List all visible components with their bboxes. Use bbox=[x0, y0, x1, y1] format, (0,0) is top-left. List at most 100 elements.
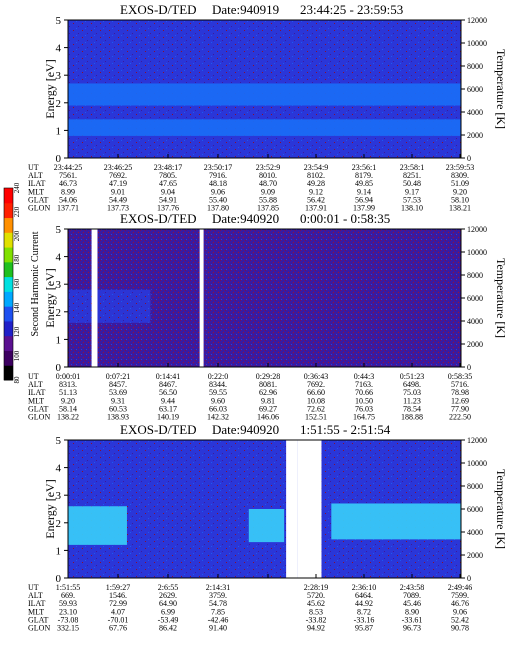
orbit-cell: 8.99 bbox=[61, 187, 75, 196]
orbit-cell: 0:29:28 bbox=[256, 372, 280, 381]
orbit-cell: 55.88 bbox=[259, 195, 277, 204]
orbit-cell: 66.03 bbox=[209, 404, 227, 413]
orbit-cell: 138.22 bbox=[57, 413, 79, 422]
orbit-cell: 6498. bbox=[403, 380, 421, 389]
orbit-cell: 10.50 bbox=[355, 396, 373, 405]
panel-time-range: 0:00:01 - 0:58:35 bbox=[300, 211, 390, 226]
orbit-cell: 137.85 bbox=[257, 204, 279, 213]
y2-tick-label: 6000 bbox=[467, 505, 483, 514]
orbit-cell: -33.82 bbox=[306, 615, 327, 624]
orbit-row-label: GLAT bbox=[28, 195, 49, 204]
orbit-cell: 0:07:21 bbox=[106, 372, 130, 381]
orbit-cell: 45.62 bbox=[307, 599, 325, 608]
orbit-row-label: MLT bbox=[28, 187, 44, 196]
orbit-cell: 152.51 bbox=[305, 413, 327, 422]
orbit-cell: 48.70 bbox=[259, 179, 277, 188]
orbit-cell: 23.10 bbox=[59, 607, 77, 616]
panel-1: EXOS-D/TED Date:940919 23:44:25 - 23:59:53… bbox=[28, 2, 505, 213]
y2-tick-label: 12000 bbox=[467, 436, 487, 445]
orbit-cell: 9.06 bbox=[453, 607, 467, 616]
orbit-cell: 0:51:23 bbox=[400, 372, 424, 381]
orbit-cell: 6464. bbox=[355, 591, 373, 600]
orbit-cell: 2:14:31 bbox=[206, 583, 230, 592]
orbit-cell: 8251. bbox=[403, 171, 421, 180]
orbit-cell: 9.31 bbox=[111, 396, 125, 405]
orbit-cell: 7561. bbox=[59, 171, 77, 180]
orbit-cell: 2:36:10 bbox=[352, 583, 376, 592]
orbit-cell: 59.93 bbox=[59, 599, 77, 608]
y-axis-label: Energy [eV] bbox=[43, 59, 57, 118]
orbit-cell: 23:58:1 bbox=[400, 163, 424, 172]
y2-tick-label: 0 bbox=[467, 363, 471, 372]
y2-tick-label: 0 bbox=[467, 574, 471, 583]
y-tick-label: 5 bbox=[56, 435, 62, 447]
spectral-band-2 bbox=[68, 105, 461, 120]
colorbar-tick-label: 200 bbox=[13, 230, 21, 241]
colorbar-segment bbox=[4, 188, 13, 204]
orbit-cell: 5720. bbox=[307, 591, 325, 600]
panel-title: EXOS-D/TED bbox=[120, 422, 197, 437]
orbit-cell: 69.27 bbox=[259, 404, 277, 413]
orbit-row-label: ILAT bbox=[28, 599, 45, 608]
orbit-cell: 2:49:46 bbox=[448, 583, 472, 592]
orbit-cell: 76.03 bbox=[355, 404, 373, 413]
orbit-cell: 8081. bbox=[259, 380, 277, 389]
orbit-cell: 7805. bbox=[159, 171, 177, 180]
y2-tick-label: 4000 bbox=[467, 317, 483, 326]
orbit-cell: 96.73 bbox=[403, 624, 421, 633]
colorbar-segment bbox=[4, 247, 13, 263]
y2-axis-label: Temperature [K] bbox=[494, 49, 505, 129]
colorbar-segment bbox=[4, 291, 13, 307]
orbit-cell: 7.85 bbox=[211, 607, 225, 616]
y2-axis-label: Temperature [K] bbox=[494, 469, 505, 549]
orbit-cell: -73.08 bbox=[58, 615, 79, 624]
y-tick-label: 3 bbox=[56, 70, 62, 82]
y2-tick-label: 0 bbox=[467, 154, 471, 163]
orbit-cell: 7599. bbox=[451, 591, 469, 600]
spectral-band-1 bbox=[68, 289, 151, 323]
y-tick-label: 5 bbox=[56, 15, 62, 27]
orbit-cell: 8.53 bbox=[309, 607, 323, 616]
y2-tick-label: 10000 bbox=[467, 459, 487, 468]
orbit-row-label: ILAT bbox=[28, 388, 45, 397]
colorbar-frame bbox=[3, 187, 14, 381]
y2-tick-label: 10000 bbox=[467, 248, 487, 257]
orbit-cell: 138.93 bbox=[107, 413, 129, 422]
colorbar-segment bbox=[4, 306, 13, 322]
orbit-cell: 2629. bbox=[159, 591, 177, 600]
orbit-cell: 3759. bbox=[209, 591, 227, 600]
orbit-cell: 47.19 bbox=[109, 179, 127, 188]
orbit-cell: 9.60 bbox=[211, 396, 225, 405]
orbit-cell: 55.40 bbox=[209, 195, 227, 204]
orbit-row-label: ILAT bbox=[28, 179, 45, 188]
data-gap-2 bbox=[199, 229, 204, 367]
colorbar-segment bbox=[4, 276, 13, 292]
orbit-row-label: ALT bbox=[28, 591, 43, 600]
y2-tick-label: 2000 bbox=[467, 340, 483, 349]
orbit-cell: 8.90 bbox=[405, 607, 419, 616]
orbit-row-label: MLT bbox=[28, 607, 44, 616]
orbit-cell: 60.53 bbox=[109, 404, 127, 413]
orbit-cell: 137.76 bbox=[157, 204, 179, 213]
orbit-cell: 8102. bbox=[307, 171, 325, 180]
y2-tick-label: 12000 bbox=[467, 16, 487, 25]
orbit-cell: 64.90 bbox=[159, 599, 177, 608]
orbit-cell: 44.92 bbox=[355, 599, 373, 608]
y2-tick-label: 8000 bbox=[467, 271, 483, 280]
colorbar-tick-label: 220 bbox=[13, 206, 21, 217]
orbit-row-label: GLAT bbox=[28, 404, 49, 413]
orbit-cell: 9.01 bbox=[111, 187, 125, 196]
y-tick-label: 3 bbox=[56, 490, 62, 502]
orbit-cell: 1:51:55 bbox=[56, 583, 80, 592]
y-tick-label: 2 bbox=[56, 307, 62, 319]
orbit-cell: 8344. bbox=[209, 380, 227, 389]
orbit-cell: 8.72 bbox=[357, 607, 371, 616]
y-tick-label: 5 bbox=[56, 224, 62, 236]
y-tick-label: 1 bbox=[56, 545, 62, 557]
orbit-cell: 6.99 bbox=[161, 607, 175, 616]
orbit-cell: 58.14 bbox=[59, 404, 77, 413]
y-axis-label: Energy [eV] bbox=[43, 479, 57, 538]
orbit-cell: 9.12 bbox=[309, 187, 323, 196]
panel-date: Date:940920 bbox=[212, 422, 279, 437]
